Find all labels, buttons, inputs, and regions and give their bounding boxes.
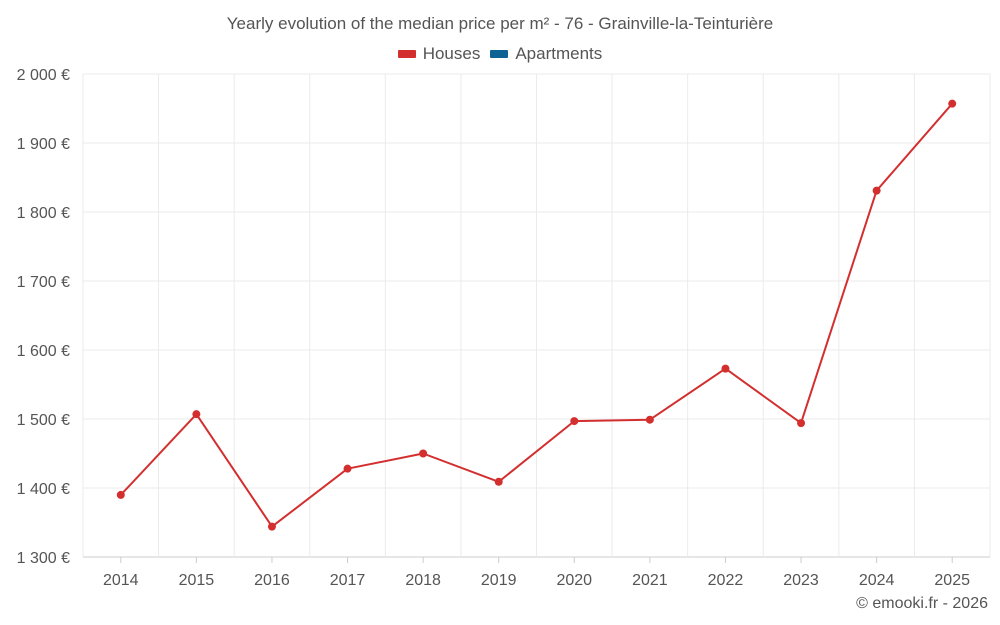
- y-tick-label: 1 500 €: [17, 412, 70, 429]
- data-point-houses[interactable]: [419, 449, 428, 458]
- data-point-houses[interactable]: [721, 364, 730, 373]
- credit-text: © emooki.fr - 2026: [856, 595, 988, 612]
- x-tick-label: 2016: [254, 572, 290, 589]
- grid: [82, 73, 991, 558]
- data-point-houses[interactable]: [267, 522, 276, 531]
- series-line-houses: [120, 103, 953, 528]
- data-point-houses[interactable]: [570, 417, 579, 426]
- data-point-houses[interactable]: [192, 410, 201, 419]
- x-tick-label: 2019: [481, 572, 517, 589]
- legend-swatch-apartments: [490, 50, 509, 58]
- legend-item-houses[interactable]: Houses: [397, 44, 481, 64]
- y-tick-label: 1 600 €: [17, 343, 70, 360]
- x-tick-label: 2025: [934, 572, 970, 589]
- y-tick-label: 2 000 €: [17, 67, 70, 84]
- x-tick-label: 2020: [556, 572, 592, 589]
- data-point-houses[interactable]: [797, 419, 806, 428]
- x-tick-label: 2015: [179, 572, 215, 589]
- x-tick-label: 2018: [405, 572, 441, 589]
- chart-title: Yearly evolution of the median price per…: [226, 14, 774, 33]
- data-point-houses[interactable]: [494, 477, 503, 486]
- y-tick-label: 1 300 €: [17, 550, 70, 567]
- legend-label-houses: Houses: [422, 44, 481, 63]
- y-tick-label: 1 400 €: [17, 481, 70, 498]
- legend-swatch-houses: [397, 50, 416, 58]
- data-point-houses[interactable]: [116, 490, 125, 499]
- legend-item-apartments[interactable]: Apartments: [490, 44, 602, 64]
- x-tick-label: 2014: [103, 572, 139, 589]
- y-tick-label: 1 700 €: [17, 274, 70, 291]
- data-point-houses[interactable]: [948, 99, 957, 108]
- x-tick-label: 2021: [632, 572, 668, 589]
- y-tick-label: 1 800 €: [17, 205, 70, 222]
- y-tick-label: 1 900 €: [17, 136, 70, 153]
- x-tick-label: 2022: [708, 572, 744, 589]
- data-point-houses[interactable]: [645, 415, 654, 424]
- data-point-houses[interactable]: [872, 186, 881, 195]
- x-tick-label: 2024: [859, 572, 895, 589]
- x-tick-label: 2023: [783, 572, 819, 589]
- legend-label-apartments: Apartments: [515, 44, 603, 63]
- axes: 1 300 € 1 400 € 1 500 € 1 600 € 1 700 € 1 800…: [17, 67, 970, 589]
- data-point-houses[interactable]: [343, 464, 352, 473]
- series: [116, 99, 957, 531]
- x-tick-label: 2017: [330, 572, 366, 589]
- chart-legend: Houses Apartments: [0, 44, 1000, 64]
